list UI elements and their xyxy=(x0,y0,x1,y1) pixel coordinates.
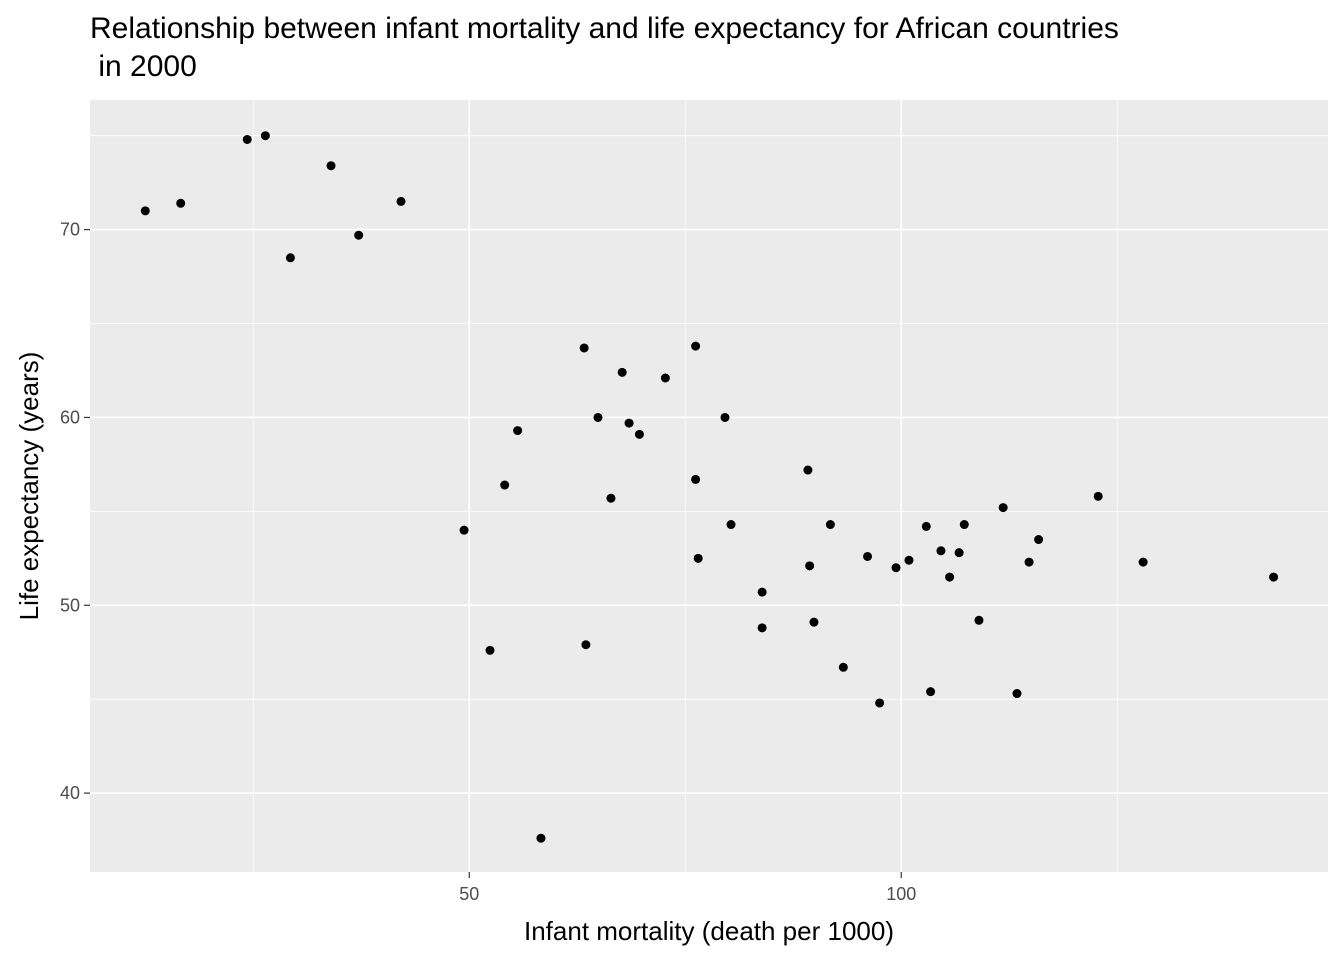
point xyxy=(176,198,186,208)
point xyxy=(593,412,603,422)
point xyxy=(500,480,510,490)
point xyxy=(1269,572,1279,582)
y-tick-label: 50 xyxy=(60,595,80,615)
y-tick-label: 70 xyxy=(60,220,80,240)
point xyxy=(459,525,469,535)
y-axis-title: Life expectancy (years) xyxy=(14,352,44,621)
x-tick-label: 50 xyxy=(459,884,479,904)
x-axis-title: Infant mortality (death per 1000) xyxy=(524,916,894,946)
point xyxy=(513,426,523,436)
point xyxy=(954,548,964,558)
point xyxy=(634,429,644,439)
point xyxy=(805,561,815,571)
point xyxy=(809,617,819,627)
point xyxy=(581,640,591,650)
point xyxy=(617,367,627,377)
point xyxy=(757,587,767,597)
point xyxy=(485,645,495,655)
point xyxy=(326,161,336,171)
point xyxy=(693,553,703,563)
point xyxy=(1138,557,1148,567)
point xyxy=(1012,689,1022,699)
point xyxy=(624,418,634,428)
panel-background xyxy=(90,100,1328,872)
point xyxy=(1034,535,1044,545)
point xyxy=(825,520,835,530)
y-tick-label: 40 xyxy=(60,783,80,803)
point xyxy=(998,503,1008,513)
point xyxy=(579,343,589,353)
point xyxy=(863,551,873,561)
x-tick-label: 100 xyxy=(886,884,916,904)
point xyxy=(660,373,670,383)
point xyxy=(926,687,936,697)
point xyxy=(396,196,406,206)
point xyxy=(891,563,901,573)
point xyxy=(354,230,364,240)
point xyxy=(875,698,885,708)
chart-title: Relationship between infant mortality an… xyxy=(90,12,1119,83)
point xyxy=(959,520,969,530)
point xyxy=(757,623,767,633)
point xyxy=(691,341,701,351)
point xyxy=(720,412,730,422)
point xyxy=(606,493,616,503)
point xyxy=(921,521,931,531)
point xyxy=(945,572,955,582)
y-tick-label: 60 xyxy=(60,407,80,427)
point xyxy=(904,555,914,565)
point xyxy=(803,465,813,475)
point xyxy=(140,206,150,216)
point xyxy=(936,546,946,556)
point xyxy=(691,474,701,484)
point xyxy=(285,253,295,263)
point xyxy=(242,134,252,144)
point xyxy=(726,520,736,530)
point xyxy=(1024,557,1034,567)
point xyxy=(974,615,984,625)
point xyxy=(536,833,546,843)
point xyxy=(1093,491,1103,501)
point xyxy=(838,662,848,672)
point xyxy=(260,131,270,141)
